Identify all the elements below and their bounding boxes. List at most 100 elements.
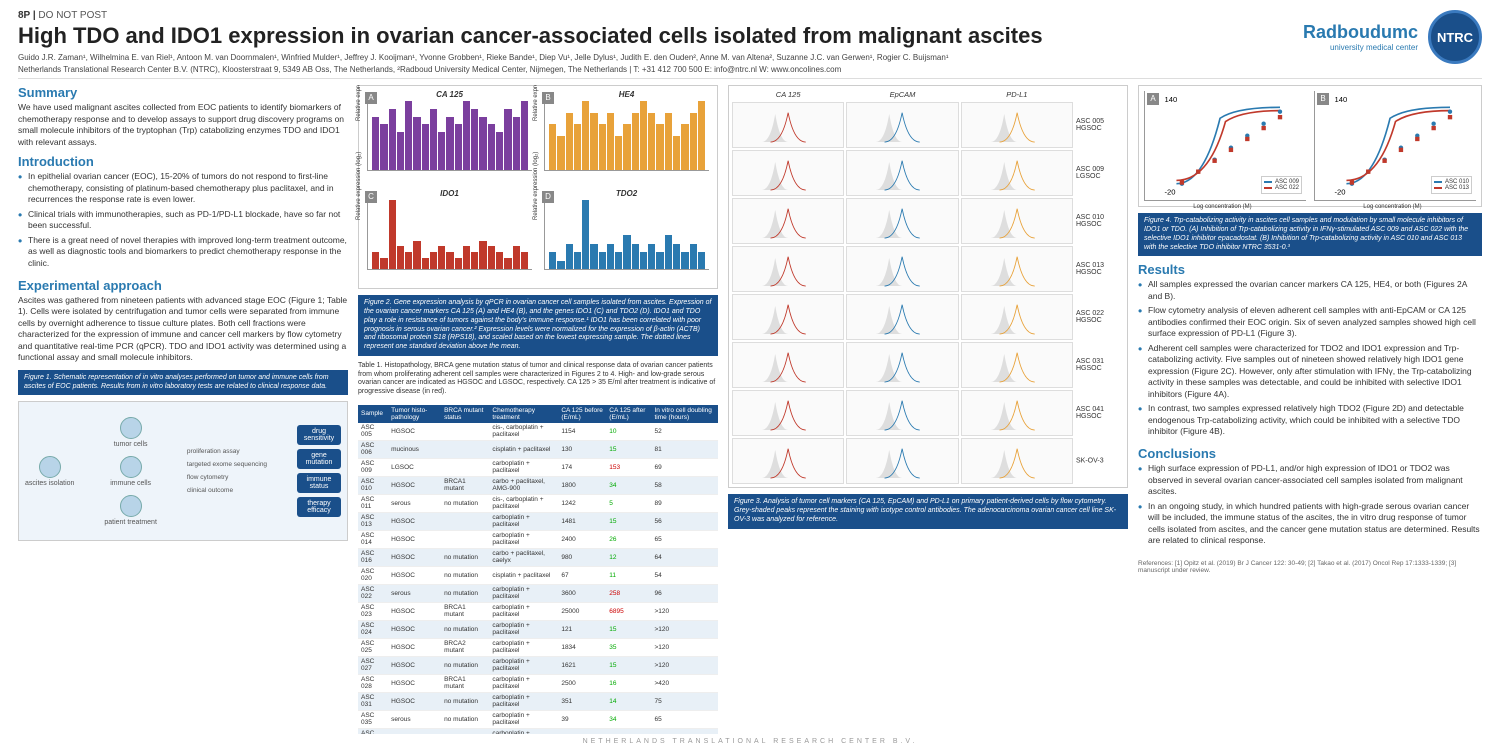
table-row: ASC 009LGSOCcarboplatin + paclitaxel1741…: [358, 458, 718, 476]
list-item: In epithelial ovarian cancer (EOC), 15-2…: [18, 171, 348, 205]
fig4-curves: A140-20ASC 009ASC 022Log concentration (…: [1138, 85, 1482, 207]
table-row: ASC 014HGSOCcarboplatin + paclitaxel2400…: [358, 530, 718, 548]
sample-label: ASC 041 HGSOC: [1076, 406, 1122, 420]
table-row: ASC 028HGSOCBRCA1 mutantcarboplatin + pa…: [358, 674, 718, 692]
table-header: CA 125 after (E/mL): [606, 405, 651, 423]
table-header: In vitro cell doubling time (hours): [651, 405, 718, 423]
list-item: In an ongoing study, in which hundred pa…: [1138, 501, 1482, 547]
fig1-caption: Figure 1. Schematic representation of in…: [18, 370, 348, 396]
poster-number: 8P: [18, 10, 30, 21]
sample-label: SK-OV-3: [1076, 458, 1122, 465]
flow-panel: SK-OV-3: [961, 438, 1073, 484]
svg-text:140: 140: [1334, 95, 1347, 104]
sample-label: ASC 009 LGSOC: [1076, 166, 1122, 180]
do-not-post: DO NOT POST: [38, 10, 107, 21]
flow-panel: [846, 150, 958, 196]
table-header: BRCA mutant status: [441, 405, 489, 423]
flow-panel: [846, 438, 958, 484]
references: References: [1] Opitz et al. (2019) Br J…: [1138, 560, 1482, 574]
flow-panel: [846, 294, 958, 340]
exp-text: Ascites was gathered from nineteen patie…: [18, 295, 348, 364]
fig3-caption: Figure 3. Analysis of tumor cell markers…: [728, 494, 1128, 528]
bar-chart: DTDO2Relative expression (log₂): [540, 189, 713, 284]
table-row: ASC 010HGSOCBRCA1 mutantcarbo + paclitax…: [358, 476, 718, 494]
fig1-schematic: ascites isolation tumor cells immune cel…: [18, 401, 348, 541]
table-row: ASC 020HGSOCno mutationcisplatin + pacli…: [358, 566, 718, 584]
flow-panel: ASC 041 HGSOC: [961, 390, 1073, 436]
flow-panel: [846, 246, 958, 292]
summary-heading: Summary: [18, 85, 348, 100]
sample-label: ASC 022 HGSOC: [1076, 310, 1122, 324]
header: 8P | DO NOT POST High TDO and IDO1 expre…: [18, 10, 1482, 79]
sample-label: ASC 005 HGSOC: [1076, 118, 1122, 132]
exp-heading: Experimental approach: [18, 278, 348, 293]
intro-heading: Introduction: [18, 154, 348, 169]
table-row: ASC 011serousno mutationcis-, carboplati…: [358, 494, 718, 512]
flow-panel: ASC 031 HGSOC: [961, 342, 1073, 388]
flow-panel: [846, 390, 958, 436]
radboud-logo: Radboudumc university medical center: [1303, 22, 1418, 52]
list-item: There is a great need of novel therapies…: [18, 235, 348, 269]
poster-title: High TDO and IDO1 expression in ovarian …: [18, 23, 1303, 49]
fig2-charts: ACA 125Relative expression (log₂)BHE4Rel…: [358, 85, 718, 289]
flow-panel: [732, 342, 844, 388]
flow-panel: [732, 198, 844, 244]
flow-panel: ASC 005 HGSOC: [961, 102, 1073, 148]
dose-response-curve: A140-20ASC 009ASC 022Log concentration (…: [1144, 91, 1306, 201]
footer: NETHERLANDS TRANSLATIONAL RESEARCH CENTE…: [18, 734, 1482, 745]
summary-text: We have used malignant ascites collected…: [18, 102, 348, 148]
concl-heading: Conclusions: [1138, 446, 1482, 461]
table-row: ASC 022serousno mutationcarboplatin + pa…: [358, 584, 718, 602]
flow-header: CA 125: [732, 89, 844, 100]
flow-panel: [732, 438, 844, 484]
results-heading: Results: [1138, 262, 1482, 277]
table-row: ASC 005HGSOCcis-, carboplatin + paclitax…: [358, 423, 718, 441]
flow-panel: [846, 102, 958, 148]
results-list: All samples expressed the ovarian cancer…: [1138, 279, 1482, 437]
flow-header: EpCAM: [846, 89, 958, 100]
svg-text:-20: -20: [1334, 188, 1345, 197]
flow-panel: [732, 246, 844, 292]
list-item: Clinical trials with immunotherapies, su…: [18, 209, 348, 232]
table-row: ASC 006mucinouscisplatin + paclitaxel130…: [358, 440, 718, 458]
bar-chart: ACA 125Relative expression (log₂): [363, 90, 536, 185]
table-row: ASC 016HGSOCno mutationcarbo + paclitaxe…: [358, 548, 718, 566]
fig4-caption: Figure 4. Trp-catabolizing activity in a…: [1138, 213, 1482, 256]
sample-label: ASC 010 HGSOC: [1076, 214, 1122, 228]
dose-response-curve: B140-20ASC 010ASC 013Log concentration (…: [1314, 91, 1476, 201]
list-item: Flow cytometry analysis of eleven adhere…: [1138, 305, 1482, 339]
flow-panel: [732, 294, 844, 340]
flow-panel: [846, 198, 958, 244]
table-row: ASC 024HGSOCno mutationcarboplatin + pac…: [358, 620, 718, 638]
intro-list: In epithelial ovarian cancer (EOC), 15-2…: [18, 171, 348, 269]
list-item: In contrast, two samples expressed relat…: [1138, 403, 1482, 437]
flow-panel: ASC 010 HGSOC: [961, 198, 1073, 244]
conclusions-list: High surface expression of PD-L1, and/or…: [1138, 463, 1482, 546]
table-header: CA 125 before (E/mL): [558, 405, 606, 423]
flow-header: PD-L1: [961, 89, 1073, 100]
affiliations: Netherlands Translational Research Cente…: [18, 65, 1303, 74]
table1: SampleTumor histo-pathologyBRCA mutant s…: [358, 405, 718, 734]
flow-panel: [732, 102, 844, 148]
table-header: Sample: [358, 405, 388, 423]
bar-chart: BHE4Relative expression (log₂): [540, 90, 713, 185]
flow-panel: ASC 013 HGSOC: [961, 246, 1073, 292]
list-item: High surface expression of PD-L1, and/or…: [1138, 463, 1482, 497]
flow-panel: ASC 022 HGSOC: [961, 294, 1073, 340]
table-row: ASC 031HGSOCno mutationcarboplatin + pac…: [358, 692, 718, 710]
table-row: ASC 027HGSOCno mutationcarboplatin + pac…: [358, 656, 718, 674]
sample-label: ASC 031 HGSOC: [1076, 358, 1122, 372]
flow-panel: [846, 342, 958, 388]
table-header: Tumor histo-pathology: [388, 405, 441, 423]
table-row: ASC 023HGSOCBRCA1 mutantcarboplatin + pa…: [358, 602, 718, 620]
authors: Guido J.R. Zaman¹, Wilhelmina E. van Rie…: [18, 53, 1303, 63]
flow-panel: [732, 390, 844, 436]
bar-chart: CIDO1Relative expression (log₂): [363, 189, 536, 284]
flow-panel: [732, 150, 844, 196]
sample-label: ASC 013 HGSOC: [1076, 262, 1122, 276]
svg-text:-20: -20: [1164, 188, 1175, 197]
list-item: All samples expressed the ovarian cancer…: [1138, 279, 1482, 302]
list-item: Adherent cell samples were characterized…: [1138, 343, 1482, 400]
table-row: ASC 035serousno mutationcarboplatin + pa…: [358, 710, 718, 728]
svg-text:140: 140: [1164, 95, 1177, 104]
